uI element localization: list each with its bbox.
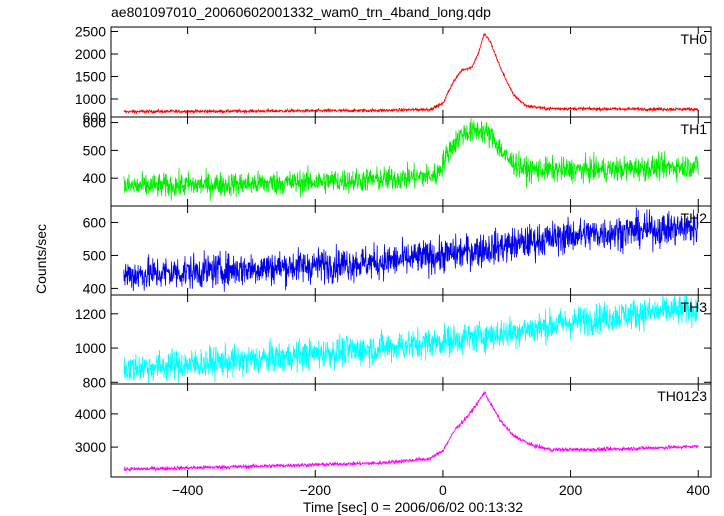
series-line-th1 <box>123 118 699 202</box>
y-tick-label: 1000 <box>75 340 106 356</box>
series-line-th0123 <box>123 391 699 473</box>
y-tick-label: 600 <box>83 214 107 230</box>
x-tick-label: 400 <box>687 482 711 498</box>
y-tick-label: 3000 <box>75 439 106 455</box>
series-label-th0123: TH0123 <box>657 388 707 404</box>
panel-frame <box>110 383 712 478</box>
series-label-th2: TH2 <box>681 210 708 226</box>
y-tick-label: 600 <box>83 115 107 131</box>
x-axis-label: Time [sec] 0 = 2006/06/02 00:13:32 <box>303 499 523 515</box>
y-tick-label: 2000 <box>75 46 106 62</box>
y-tick-label: 800 <box>83 374 107 390</box>
panel-th0: 600 1000 1500 2000 2500 TH0 <box>75 24 712 125</box>
y-tick-label: 400 <box>83 170 107 186</box>
panel-frame <box>110 26 712 118</box>
series-line-th0 <box>123 33 699 115</box>
x-tick-label: −200 <box>299 482 331 498</box>
y-tick-label: 500 <box>83 247 107 263</box>
y-tick-label: 1200 <box>75 306 106 322</box>
y-tick-label: 4000 <box>75 406 106 422</box>
y-tick-label: 400 <box>83 280 107 296</box>
panel-th2: 400 500 600 TH2 <box>83 205 712 296</box>
y-tick-label: 1000 <box>75 91 106 107</box>
y-tick-label: 1500 <box>75 69 106 85</box>
y-tick-label: 500 <box>83 142 107 158</box>
y-tick-label: 2500 <box>75 24 106 40</box>
series-label-th0: TH0 <box>681 31 708 47</box>
x-tick-label: 200 <box>559 482 583 498</box>
series-label-th1: TH1 <box>681 121 708 137</box>
y-axis-label: Counts/sec <box>33 224 49 294</box>
x-tick-label: −400 <box>172 482 204 498</box>
y-tick-label: 600 <box>83 109 107 125</box>
panel-th1: 400 500 600 TH1 <box>83 115 712 207</box>
x-tick-label: 0 <box>439 482 447 498</box>
chart-title: ae801097010_20060602001332_wam0_trn_4ban… <box>111 4 491 20</box>
series-label-th3: TH3 <box>681 299 708 315</box>
panel-th0123: 3000 4000 TH0123 <box>75 383 712 478</box>
series-line-th2 <box>123 207 699 292</box>
panel-th3: 800 1000 1200 TH3 <box>75 294 712 390</box>
series-line-th3 <box>123 295 699 384</box>
